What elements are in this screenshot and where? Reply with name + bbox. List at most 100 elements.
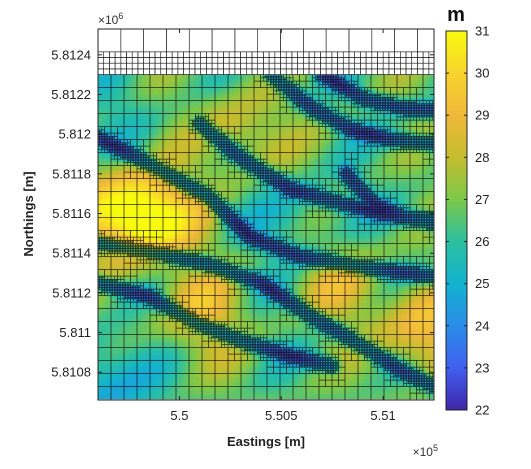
field-cell — [138, 94, 143, 99]
field-cell — [246, 262, 251, 267]
field-cell — [178, 206, 183, 211]
field-cell — [302, 86, 307, 91]
field-cell — [354, 170, 359, 175]
field-cell — [190, 274, 195, 279]
field-cell — [298, 234, 303, 239]
field-cell — [186, 194, 191, 199]
field-cell — [250, 214, 255, 219]
field-cell — [158, 290, 163, 295]
field-cell — [118, 158, 123, 163]
field-cell — [410, 182, 415, 187]
field-cell — [430, 134, 434, 139]
field-cell — [146, 78, 151, 83]
field-cell — [298, 226, 303, 231]
field-cell — [370, 74, 375, 79]
field-cell — [182, 110, 187, 115]
field-cell — [250, 186, 255, 191]
field-cell — [366, 138, 371, 143]
field-cell — [334, 118, 339, 123]
field-cell — [290, 130, 295, 135]
field-cell — [214, 274, 219, 279]
field-cell — [270, 206, 275, 211]
field-cell — [370, 282, 375, 287]
field-cell — [274, 178, 279, 183]
field-cell — [106, 250, 111, 255]
field-cell — [378, 130, 383, 135]
field-cell — [202, 170, 207, 175]
field-cell — [206, 234, 211, 239]
field-cell — [406, 182, 411, 187]
field-cell — [430, 266, 434, 271]
field-cell — [306, 226, 311, 231]
field-cell — [430, 214, 434, 219]
field-cell — [142, 190, 147, 195]
field-cell — [106, 266, 111, 271]
field-cell — [370, 78, 375, 83]
field-cell — [346, 106, 351, 111]
field-cell — [306, 134, 311, 139]
field-cell — [406, 198, 411, 203]
field-cell — [270, 278, 275, 283]
field-cell — [166, 226, 171, 231]
field-cell — [234, 90, 239, 95]
field-cell — [294, 234, 299, 239]
field-cell — [170, 130, 175, 135]
field-cell — [242, 82, 247, 87]
field-cell — [430, 262, 434, 267]
field-cell — [322, 302, 327, 307]
field-cell — [170, 102, 175, 107]
field-cell — [262, 274, 267, 279]
field-cell — [182, 166, 187, 171]
field-cell — [350, 286, 355, 291]
field-cell — [302, 110, 307, 115]
field-cell — [342, 110, 347, 115]
field-cell — [362, 94, 367, 99]
field-cell — [290, 266, 295, 271]
field-cell — [242, 266, 247, 271]
field-cell — [98, 122, 103, 127]
field-cell — [254, 90, 259, 95]
field-cell — [286, 74, 291, 79]
field-cell — [186, 234, 191, 239]
field-cell — [282, 154, 287, 159]
field-cell — [310, 110, 315, 115]
field-cell — [334, 82, 339, 87]
field-cell — [134, 206, 139, 211]
field-cell — [350, 90, 355, 95]
field-cell — [106, 158, 111, 163]
field-cell — [234, 298, 239, 303]
field-cell — [98, 82, 103, 87]
field-cell — [218, 82, 223, 87]
field-cell — [342, 134, 347, 139]
field-cell — [190, 110, 195, 115]
field-cell — [98, 274, 103, 279]
field-cell — [218, 186, 223, 191]
field-cell — [266, 190, 271, 195]
field-cell — [334, 178, 339, 183]
field-cell — [106, 262, 111, 267]
field-cell — [406, 190, 411, 195]
field-cell — [314, 190, 319, 195]
field-cell — [282, 174, 287, 179]
field-cell — [246, 74, 251, 79]
field-cell — [170, 262, 175, 267]
field-cell — [282, 122, 287, 127]
field-cell — [186, 230, 191, 235]
field-cell — [198, 246, 203, 251]
field-cell — [126, 238, 131, 243]
field-cell — [318, 82, 323, 87]
field-cell — [154, 246, 159, 251]
field-cell — [406, 238, 411, 243]
field-cell — [210, 210, 215, 215]
field-cell — [254, 154, 259, 159]
field-cell — [410, 262, 415, 267]
field-cell — [374, 250, 379, 255]
field-cell — [418, 82, 423, 87]
field-cell — [326, 214, 331, 219]
field-cell — [254, 206, 259, 211]
field-cell — [422, 226, 427, 231]
field-cell — [106, 206, 111, 211]
field-cell — [186, 286, 191, 291]
field-cell — [402, 166, 407, 171]
field-cell — [246, 302, 251, 307]
